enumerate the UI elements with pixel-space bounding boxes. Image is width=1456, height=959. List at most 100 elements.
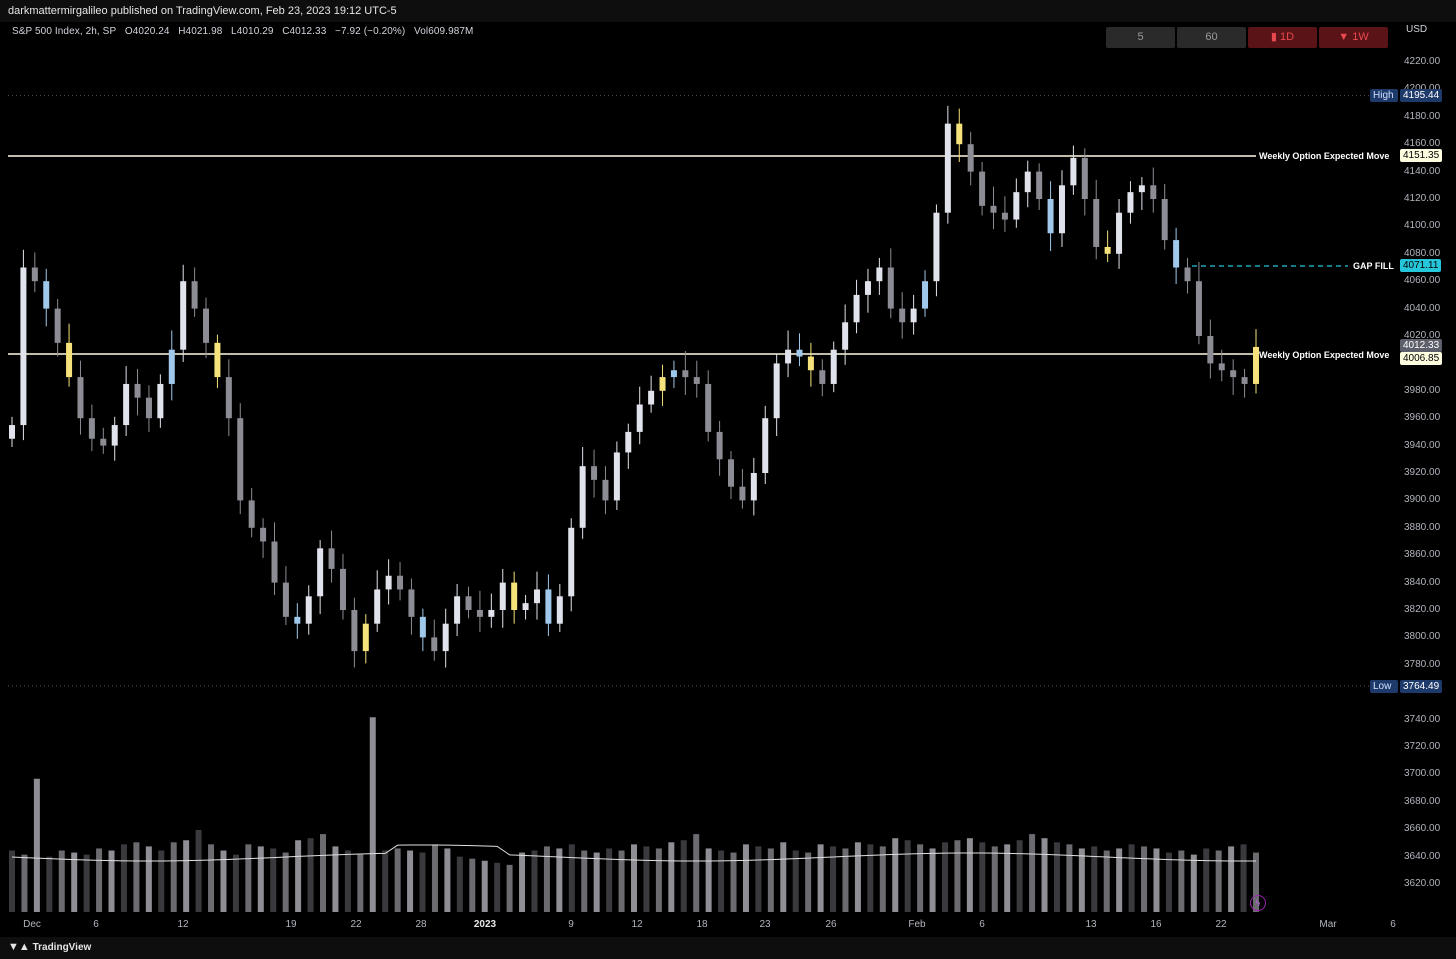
volume-bar bbox=[1103, 850, 1110, 912]
volume-bar bbox=[668, 842, 675, 912]
price-tick-label: 3680.00 bbox=[1404, 795, 1441, 807]
date-tick-label: 23 bbox=[759, 919, 771, 930]
volume-bar bbox=[531, 850, 538, 912]
candle-body bbox=[990, 205, 997, 213]
chart-area[interactable] bbox=[0, 22, 1456, 937]
tradingview-brand: TradingView bbox=[32, 942, 92, 953]
candle-body bbox=[739, 486, 746, 501]
volume-bar bbox=[1004, 844, 1011, 912]
volume-bar bbox=[506, 864, 513, 912]
candle-body bbox=[648, 390, 655, 405]
price-tick-label: 3820.00 bbox=[1404, 604, 1441, 615]
date-tick-label: 22 bbox=[350, 919, 362, 930]
candle-body bbox=[145, 397, 152, 419]
price-tick-label: 3880.00 bbox=[1404, 521, 1441, 533]
price-tick-label: 3940.00 bbox=[1404, 439, 1441, 451]
lightning-icon[interactable]: ϟ bbox=[1250, 895, 1266, 911]
date-tick-label: 13 bbox=[1085, 919, 1097, 930]
candle-body bbox=[362, 623, 369, 652]
candle-body bbox=[454, 596, 461, 624]
volume-bar bbox=[332, 846, 339, 912]
candle-body bbox=[1024, 171, 1031, 193]
candle-body bbox=[1230, 370, 1237, 378]
candle-body bbox=[842, 322, 849, 350]
price-tick-label: 3640.00 bbox=[1404, 850, 1441, 862]
volume-bar bbox=[917, 844, 924, 912]
timeframe-1w-button[interactable]: ▼ 1W bbox=[1319, 27, 1388, 48]
candle-body bbox=[1207, 336, 1214, 364]
candle-body bbox=[214, 342, 221, 378]
date-tick-label: 19 bbox=[285, 919, 297, 930]
volume-bar bbox=[954, 840, 961, 912]
price-tick-label: 3860.00 bbox=[1404, 549, 1441, 561]
candle-body bbox=[191, 281, 198, 309]
price-tick-label: 4140.00 bbox=[1404, 165, 1441, 177]
price-tick-label: 3720.00 bbox=[1404, 741, 1441, 752]
candle-body bbox=[910, 308, 917, 323]
price-tick-label: 3900.00 bbox=[1404, 494, 1441, 506]
volume-bar bbox=[718, 850, 725, 912]
volume-bar bbox=[232, 854, 239, 912]
low-tag-value: 3764.49 bbox=[1400, 680, 1443, 693]
candle-body bbox=[1195, 281, 1202, 336]
candle-body bbox=[100, 438, 107, 446]
candle-body bbox=[1173, 240, 1180, 268]
volume-bar bbox=[245, 844, 252, 912]
candle-body bbox=[294, 616, 301, 624]
volume-bar bbox=[892, 838, 899, 912]
volume-bar bbox=[904, 840, 911, 912]
volume-bar bbox=[108, 850, 115, 912]
upper-move-label: Weekly Option Expected Move bbox=[1259, 151, 1390, 161]
volume-bar bbox=[481, 860, 488, 912]
price-tick-label: 4040.00 bbox=[1404, 302, 1441, 314]
lower-move-value: 4006.85 bbox=[1400, 352, 1443, 365]
volume-bar bbox=[145, 846, 152, 912]
candle-body bbox=[317, 548, 324, 597]
candle-body bbox=[819, 370, 826, 384]
upper-move-value: 4151.35 bbox=[1400, 149, 1443, 162]
high-tag-value: 4195.44 bbox=[1400, 89, 1443, 102]
chart-svg[interactable] bbox=[0, 22, 1456, 937]
timeframe-1d-button[interactable]: ▮ 1D bbox=[1248, 27, 1317, 48]
volume-bar bbox=[71, 852, 78, 912]
volume-bar bbox=[742, 844, 749, 912]
date-tick-label: 9 bbox=[568, 919, 574, 930]
candle-body bbox=[385, 575, 392, 590]
volume-bar bbox=[394, 848, 401, 912]
volume-bar bbox=[120, 844, 127, 912]
candle-body bbox=[123, 383, 130, 426]
candle-body bbox=[225, 377, 232, 419]
volume-bar bbox=[1178, 850, 1185, 912]
candle-body bbox=[1161, 199, 1168, 241]
candle-body bbox=[271, 541, 278, 583]
candle-body bbox=[1218, 363, 1225, 371]
timeframe-60-button[interactable]: 60 bbox=[1177, 27, 1246, 48]
volume-ma-line bbox=[11, 844, 1257, 862]
candle-body bbox=[545, 589, 552, 624]
volume-bar bbox=[170, 842, 177, 912]
candle-body bbox=[1253, 346, 1259, 384]
price-tick-label: 3780.00 bbox=[1404, 658, 1441, 670]
price-tick-label: 4060.00 bbox=[1404, 275, 1441, 287]
volume-bar bbox=[1091, 846, 1098, 912]
legend-symbol: S&P 500 Index, 2h, SP bbox=[12, 26, 117, 37]
tradingview-logo[interactable]: ▼▲ TradingView bbox=[8, 941, 91, 953]
candle-body bbox=[636, 404, 643, 432]
volume-bar bbox=[431, 844, 438, 912]
currency-label[interactable]: USD bbox=[1406, 24, 1428, 35]
timeframe-5-button[interactable]: 5 bbox=[1106, 27, 1175, 48]
candle-body bbox=[1150, 185, 1157, 199]
volume-bar bbox=[817, 844, 824, 912]
volume-bar bbox=[568, 844, 575, 912]
legend-close: C4012.33 bbox=[282, 26, 327, 37]
candle-body bbox=[488, 610, 495, 617]
candle-body bbox=[1127, 192, 1134, 213]
volume-bar bbox=[295, 840, 302, 912]
volume-bar bbox=[1128, 844, 1135, 912]
candle-body bbox=[419, 616, 426, 638]
price-tick-label: 3800.00 bbox=[1404, 631, 1441, 643]
price-tick-label: 4160.00 bbox=[1404, 138, 1441, 150]
candle-body bbox=[431, 637, 438, 652]
volume-bar bbox=[369, 717, 376, 912]
candle-body bbox=[442, 623, 449, 652]
